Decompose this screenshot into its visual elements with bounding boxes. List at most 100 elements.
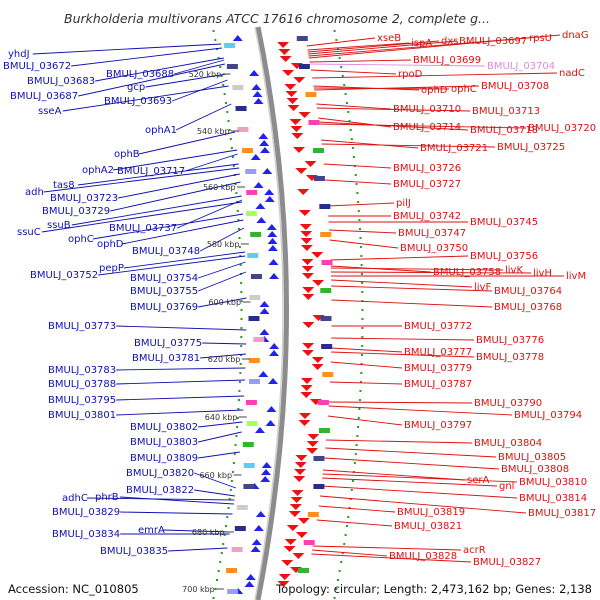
kbp-dot <box>340 66 343 68</box>
gene-label: BMULJ_03720 <box>528 123 596 134</box>
gene-feature-box <box>246 421 258 426</box>
gene-label: ispA <box>411 38 432 49</box>
gene-label: pepP <box>99 263 124 274</box>
plus-strand-gene <box>300 245 313 251</box>
kbp-dot <box>239 363 242 365</box>
gene-label: livF <box>474 282 491 293</box>
leader-line <box>307 40 440 53</box>
kbp-dot <box>358 219 361 221</box>
gene-features <box>224 35 334 594</box>
plus-strand-gene <box>292 147 305 153</box>
kbp-label: 700 kbp <box>182 585 215 594</box>
kbp-dot <box>240 318 243 320</box>
kbp-dot <box>212 597 215 599</box>
gene-label: ophD <box>97 239 124 250</box>
kbp-dot <box>233 453 236 455</box>
kbp-dot <box>240 345 243 347</box>
kbp-dot <box>350 489 353 491</box>
kbp-dot <box>347 516 350 518</box>
gene-label: ophA1 <box>145 125 177 136</box>
kbp-dot <box>349 129 352 131</box>
kbp-dot <box>360 363 363 365</box>
gene-feature-box <box>224 43 236 48</box>
kbp-dot <box>236 426 239 428</box>
leader-line <box>98 255 246 276</box>
kbp-label: 680 kbp <box>192 528 225 537</box>
plus-strand-gene <box>284 84 297 90</box>
gene-label: BMULJ_03772 <box>404 321 472 332</box>
plus-strand-gene <box>311 252 324 258</box>
leader-line <box>319 123 527 129</box>
kbp-dot <box>358 228 361 230</box>
gene-label: BMULJ_03754 <box>130 273 198 284</box>
gene-label: gcp <box>127 82 145 93</box>
leader-line <box>329 381 403 385</box>
leader-line <box>162 529 230 533</box>
leader-line <box>316 519 393 527</box>
leader-line <box>308 34 561 59</box>
minus-strand-gene <box>264 196 275 202</box>
kbp-dot <box>220 75 223 77</box>
kbp-dot <box>345 525 348 527</box>
kbp-dot <box>217 570 220 572</box>
kbp-dot <box>351 147 354 149</box>
kbp-dot <box>333 597 336 599</box>
leader-line <box>314 85 480 91</box>
gene-feature-box <box>235 106 247 111</box>
kbp-dot <box>344 534 347 536</box>
plus-strand-gene <box>298 413 311 419</box>
kbp-dot <box>343 543 346 545</box>
kbp-dot <box>236 210 239 212</box>
plus-strand-gene <box>297 189 310 195</box>
gene-label: BMULJ_03829 <box>52 507 120 518</box>
plus-strand-gene <box>300 238 313 244</box>
gene-label: livM <box>566 271 586 282</box>
kbp-dot <box>240 300 243 302</box>
gene-label: yhdJ <box>8 49 30 60</box>
gene-label: BMULJ_03693 <box>104 96 172 107</box>
minus-strand-gene <box>259 301 270 307</box>
plus-strand-gene <box>293 476 306 482</box>
gene-label: BMULJ_03797 <box>404 420 472 431</box>
gene-label: BMULJ_03747 <box>398 228 466 239</box>
leader-line <box>319 495 527 514</box>
topology-summary: Topology: circular; Length: 2,473,162 bp… <box>276 582 592 596</box>
leader-line <box>198 271 247 292</box>
kbp-dot <box>359 390 362 392</box>
kbp-dot <box>219 561 222 563</box>
gene-label: BMULJ_03781 <box>132 353 200 364</box>
minus-strand-gene <box>268 259 279 265</box>
plus-strand-gene <box>298 210 311 216</box>
plus-strand-gene <box>301 259 314 265</box>
kbp-dot <box>232 462 235 464</box>
kbp-dot <box>230 147 233 149</box>
leader-line <box>116 409 244 416</box>
leader-line <box>198 431 242 443</box>
leader-line <box>321 143 496 148</box>
plus-strand-gene <box>293 77 306 83</box>
minus-strand-gene <box>253 525 264 531</box>
kbp-dot <box>338 570 341 572</box>
gene-label: acrR <box>463 545 486 556</box>
gene-feature-box <box>243 463 255 468</box>
chromosome-backbone-highlight <box>254 26 284 600</box>
gene-label: BMULJ_03802 <box>130 422 198 433</box>
kbp-dot <box>234 444 237 446</box>
kbp-dot <box>340 561 343 563</box>
map-title: Burkholderia multivorans ATCC 17616 chro… <box>64 11 490 26</box>
kbp-dot <box>354 453 357 455</box>
leader-line <box>43 167 240 193</box>
plus-strand-gene <box>302 322 315 328</box>
gene-label: BMULJ_03778 <box>476 352 544 363</box>
kbp-dot <box>216 579 219 581</box>
gene-feature-box <box>242 442 254 447</box>
kbp-label: 620 kbp <box>208 355 241 364</box>
plus-strand-gene <box>289 119 302 125</box>
minus-strand-gene <box>265 420 276 426</box>
plus-strand-gene <box>295 532 308 538</box>
gene-label: BMULJ_03755 <box>130 286 198 297</box>
leader-line <box>194 489 236 497</box>
minus-strand-gene <box>244 581 255 587</box>
plus-strand-gene <box>291 133 304 139</box>
kbp-dot <box>355 444 358 446</box>
